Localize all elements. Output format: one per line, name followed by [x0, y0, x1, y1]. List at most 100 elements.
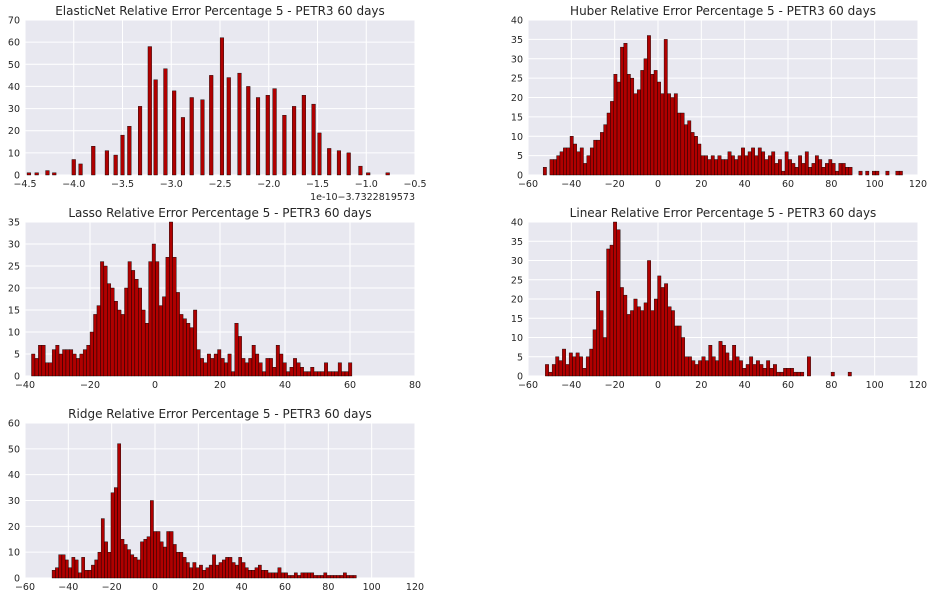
- histogram-bar: [778, 159, 782, 176]
- histogram-bar: [189, 97, 194, 176]
- x-tick-label: −40: [561, 179, 581, 190]
- histogram-bar: [609, 244, 614, 377]
- histogram-bar: [872, 170, 876, 176]
- histogram-bar: [220, 358, 225, 377]
- histogram-bar: [673, 93, 678, 176]
- histogram-bar: [238, 557, 243, 579]
- histogram-bar: [107, 551, 112, 579]
- histogram-bar: [182, 318, 187, 377]
- histogram-bar: [123, 544, 128, 579]
- histogram-bar: [241, 358, 246, 377]
- histogram-bar: [104, 150, 109, 176]
- histogram-bar: [336, 150, 341, 176]
- histogram-bar: [562, 348, 566, 377]
- x-tick-label: −60: [518, 380, 538, 391]
- histogram-bar: [640, 70, 645, 176]
- histogram-bar: [660, 287, 665, 377]
- histogram-bar: [34, 358, 39, 377]
- histogram-bar: [172, 544, 177, 579]
- y-tick-label: 40: [8, 82, 20, 93]
- histogram-bar: [130, 554, 135, 579]
- histogram-bar: [138, 287, 142, 377]
- histogram-bar: [244, 567, 249, 579]
- histogram-bar: [674, 325, 679, 377]
- histogram-bar: [793, 371, 798, 377]
- histogram-bar: [606, 112, 611, 176]
- histogram-bar: [251, 570, 256, 579]
- y-tick-label: 35: [511, 35, 523, 46]
- x-tick-label: 120: [909, 380, 927, 391]
- histogram-bar: [722, 345, 726, 377]
- histogram-bar: [61, 554, 66, 579]
- histogram-bar: [165, 257, 170, 377]
- histogram-bar: [559, 151, 564, 176]
- huber-histogram: −60 −40 −20 0 20 40 60 80 100 120 0 5 10 15 20 25 30 35 40…: [511, 4, 927, 190]
- histogram-bar: [244, 362, 249, 377]
- histogram-bar: [796, 371, 801, 377]
- histogram-bar: [558, 360, 563, 377]
- histogram-bar: [339, 575, 344, 579]
- histogram-bar: [131, 270, 136, 377]
- histogram-bar: [807, 356, 811, 377]
- x-tick-label: 20: [214, 380, 226, 391]
- histogram-bar: [51, 570, 56, 579]
- histogram-bar: [671, 310, 675, 377]
- histogram-bar: [742, 368, 747, 377]
- histogram-bar: [150, 500, 154, 579]
- x-tick-label: 0: [152, 380, 158, 391]
- histogram-bar: [626, 314, 631, 377]
- histogram-bar: [303, 371, 308, 377]
- histogram-bar: [688, 356, 692, 377]
- histogram-bar: [653, 70, 658, 176]
- x-tick-label: −4.0: [62, 179, 85, 190]
- x-tick-label: −0.5: [403, 179, 426, 190]
- histogram-bar: [603, 124, 608, 176]
- histogram-bar: [366, 172, 371, 176]
- histogram-bar: [788, 159, 792, 176]
- histogram-bar: [301, 95, 306, 176]
- histogram-bar: [208, 564, 213, 579]
- histogram-bar: [650, 74, 655, 176]
- histogram-bar: [55, 345, 60, 377]
- y-tick-label: 30: [511, 256, 523, 267]
- histogram-bar: [206, 353, 211, 377]
- histogram-bar: [848, 167, 853, 176]
- histogram-bar: [237, 336, 242, 377]
- histogram-bar: [323, 572, 328, 579]
- histogram-bar: [576, 151, 581, 176]
- histogram-bar: [254, 567, 259, 579]
- histogram-bar: [616, 229, 621, 377]
- histogram-bar: [307, 572, 311, 579]
- histogram-bar: [783, 368, 788, 377]
- histogram-bar: [202, 570, 207, 579]
- histogram-bar: [45, 170, 50, 176]
- histogram-bar: [704, 155, 708, 176]
- histogram-bar: [65, 349, 70, 377]
- histogram-bar: [858, 170, 863, 176]
- histogram-bar: [133, 557, 138, 579]
- chart-title: ElasticNet Relative Error Percentage 5 -…: [55, 4, 385, 18]
- histogram-bar: [720, 159, 725, 176]
- histogram-bar: [670, 97, 675, 176]
- y-tick-label: 20: [8, 522, 20, 533]
- histogram-bar: [96, 305, 101, 377]
- histogram-bar: [231, 562, 236, 579]
- histogram-bar: [172, 257, 177, 377]
- histogram-bar: [613, 74, 618, 176]
- histogram-bar: [225, 557, 229, 579]
- histogram-bar: [774, 163, 779, 176]
- histogram-bar: [311, 103, 316, 176]
- histogram-bar: [113, 301, 118, 377]
- histogram-bar: [835, 170, 839, 176]
- histogram-bar: [657, 275, 662, 377]
- histogram-bar: [798, 155, 802, 176]
- x-tick-label: 100: [866, 380, 884, 391]
- x-tick-label: 100: [363, 582, 381, 593]
- y-tick-label: 0: [517, 171, 523, 182]
- histogram-bar: [764, 159, 769, 176]
- histogram-bar: [269, 358, 273, 377]
- histogram-bar: [825, 163, 829, 176]
- histogram-bar: [89, 331, 94, 377]
- histogram-bar: [705, 360, 709, 377]
- histogram-bar: [134, 279, 139, 377]
